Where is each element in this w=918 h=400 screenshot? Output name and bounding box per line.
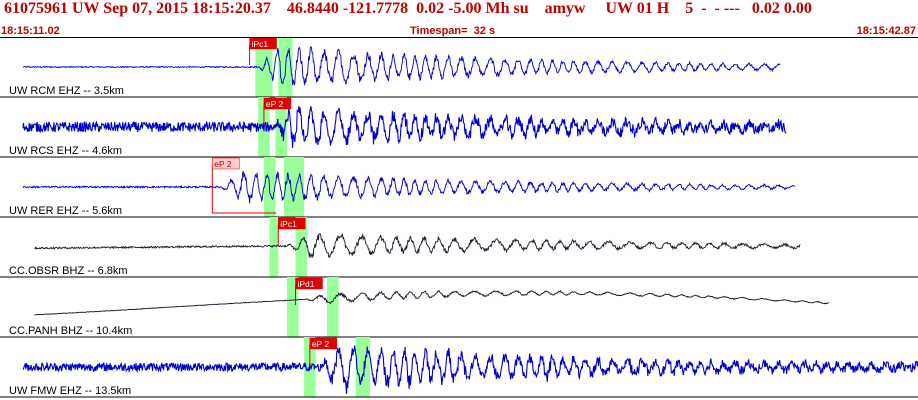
pick-label: iPc1: [252, 39, 269, 49]
station-label: UW RCM EHZ -- 3.5km: [9, 85, 124, 97]
event-title: 61075961 UW Sep 07, 2015 18:15:20.37 46.…: [4, 0, 812, 17]
start-time-label: 18:15:11.02: [1, 25, 60, 37]
waveform-trace: [22, 345, 918, 395]
waveform-trace: [22, 45, 781, 86]
pick-marker-box[interactable]: [212, 157, 240, 170]
seismogram-plot: iPc1 UW RCM EHZ -- 3.5km eP 2 UW RCS EHZ --…: [0, 37, 918, 398]
pick-marker-box[interactable]: [263, 97, 292, 110]
pick-window: [269, 217, 279, 277]
pick-window: [286, 277, 299, 337]
end-time-label: 18:15:42.87: [856, 25, 916, 37]
pick-window: [355, 337, 371, 397]
pick-label: eP 2: [214, 159, 232, 169]
waveform-trace: [34, 289, 830, 316]
pick-window: [295, 217, 307, 277]
pick-label: eP 2: [312, 339, 330, 349]
pick-label: eP 2: [266, 99, 284, 109]
station-label: UW FMW EHZ -- 13.5km: [9, 385, 131, 397]
timespan-label: Timespan= 32 s: [410, 25, 496, 37]
waveform-trace: [22, 105, 787, 148]
pick-window: [284, 157, 305, 217]
pick-marker-box[interactable]: [278, 217, 306, 230]
waveform-trace: [34, 233, 801, 259]
station-label: CC.PANH BHZ -- 10.4km: [9, 325, 132, 337]
station-label: CC.OBSR BHZ -- 6.8km: [9, 265, 128, 277]
event-header: 61075961 UW Sep 07, 2015 18:15:20.37 46.…: [0, 0, 918, 37]
waveform-trace: [22, 170, 795, 204]
pick-marker-box[interactable]: [295, 277, 323, 290]
pick-label: iPd1: [297, 279, 314, 289]
station-label: UW RCS EHZ -- 4.6km: [9, 145, 122, 157]
pick-window: [327, 277, 339, 337]
station-label: UW RER EHZ -- 5.6km: [9, 205, 122, 217]
pick-marker-box[interactable]: [309, 337, 338, 350]
pick-label: iPc1: [280, 219, 297, 229]
